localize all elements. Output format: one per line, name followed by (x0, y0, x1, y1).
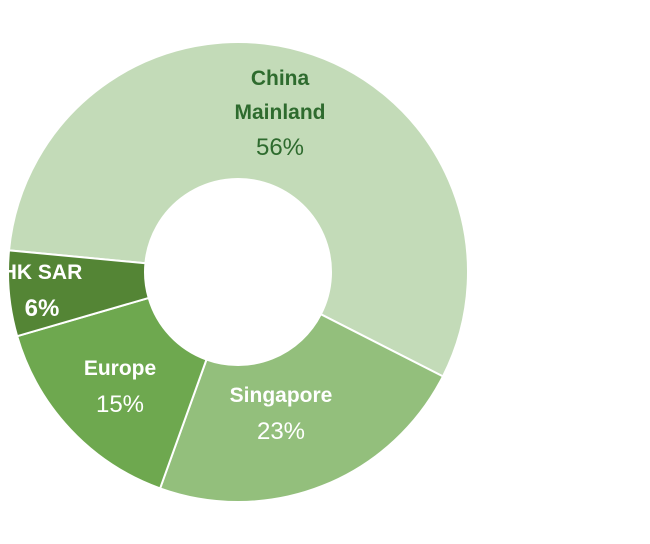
value-label: 23% (256, 417, 306, 445)
slice (158, 312, 445, 503)
slice-label: China Mainland 56% (220, 62, 340, 168)
slice-label: Singapore 23% (221, 379, 341, 451)
slice-label: Europe 15% (60, 352, 180, 424)
category-label: Europe (83, 357, 157, 380)
slice (15, 296, 208, 490)
slice-label: HK SAR 6% (0, 256, 102, 328)
category-label: China Mainland (234, 67, 326, 124)
value-label: 6% (24, 294, 60, 322)
value-label: 15% (95, 390, 145, 418)
slice (7, 249, 150, 338)
category-label: Singapore (229, 384, 333, 407)
value-label: 56% (255, 134, 305, 162)
slice (7, 41, 469, 378)
category-label: HK SAR (1, 261, 83, 284)
